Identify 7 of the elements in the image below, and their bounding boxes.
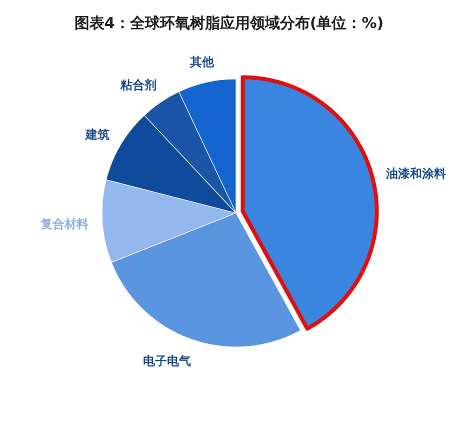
slice-label: 油漆和涂料	[384, 166, 446, 180]
slice-label: 复合材料	[39, 216, 88, 231]
slice-label: 其他	[188, 54, 215, 69]
slice-label: 电子电气	[143, 354, 192, 368]
slice-label: 粘合剂	[119, 78, 156, 92]
chart-title: 图表4：全球环氧树脂应用领域分布(单位：%)	[74, 14, 384, 32]
slice-label: 建筑	[84, 128, 110, 142]
